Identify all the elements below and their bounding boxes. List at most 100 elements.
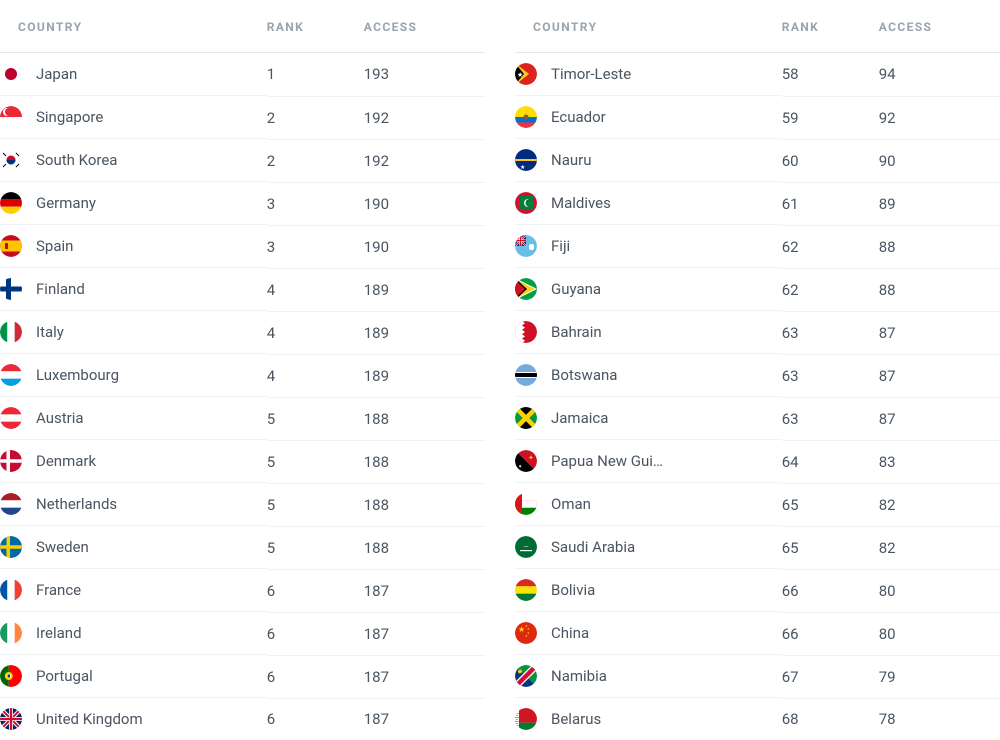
country-name: Namibia [551, 667, 607, 685]
table-row[interactable]: ★Timor-Leste5894 [515, 53, 1000, 97]
sweden-flag-icon [0, 536, 22, 558]
cell-access: 189 [364, 268, 485, 311]
cell-country: Singapore [0, 96, 267, 139]
cell-country: United Kingdom [0, 698, 267, 740]
country-name: Spain [36, 237, 73, 255]
table-row[interactable]: Denmark5188 [0, 440, 485, 483]
cell-country: Guyana [515, 268, 782, 311]
table-row[interactable]: Fiji6288 [515, 225, 1000, 268]
spain-flag-icon [0, 235, 22, 257]
country-ranking-table-right: COUNTRY RANK ACCESS ★Timor-Leste5894Ecua… [515, 0, 1000, 740]
table-row[interactable]: United Kingdom6187 [0, 698, 485, 740]
col-header-country[interactable]: COUNTRY [0, 0, 267, 53]
table-row[interactable]: Jamaica6387 [515, 397, 1000, 440]
cell-rank: 6 [267, 569, 364, 612]
table-row[interactable]: Luxembourg4189 [0, 354, 485, 397]
table-row[interactable]: Austria5188 [0, 397, 485, 440]
cell-access: 82 [879, 483, 1000, 526]
table-row[interactable]: Germany3190 [0, 182, 485, 225]
cell-access: 187 [364, 655, 485, 698]
cell-rank: 60 [782, 139, 879, 182]
cell-rank: 6 [267, 612, 364, 655]
table-row[interactable]: Finland 4189 [0, 268, 485, 311]
table-row[interactable]: Sweden5188 [0, 526, 485, 569]
cell-rank: 4 [267, 354, 364, 397]
singapore-flag-icon [0, 106, 22, 128]
ecuador-flag-icon [515, 106, 537, 128]
cell-rank: 4 [267, 268, 364, 311]
col-header-rank[interactable]: RANK [782, 0, 879, 53]
table-row[interactable]: Italy4189 [0, 311, 485, 354]
cell-rank: 5 [267, 440, 364, 483]
namibia-flag-icon: ✸ [515, 665, 537, 687]
cell-rank: 2 [267, 96, 364, 139]
cell-country: Luxembourg [0, 354, 267, 397]
cell-access: 188 [364, 526, 485, 569]
country-name: Jamaica [551, 409, 608, 427]
cell-country: Sweden [0, 526, 267, 569]
table-row[interactable]: Ireland6187 [0, 612, 485, 655]
country-name: South Korea [36, 151, 117, 169]
jamaica-flag-icon [515, 407, 537, 429]
table-row[interactable]: ✸Namibia6779 [515, 655, 1000, 698]
cell-access: 83 [879, 440, 1000, 483]
col-header-access[interactable]: ACCESS [364, 0, 485, 53]
cell-rank: 5 [267, 483, 364, 526]
table-row[interactable]: Spain3190 [0, 225, 485, 268]
table-header-row: COUNTRY RANK ACCESS [515, 0, 1000, 53]
table-row[interactable]: South Korea2192 [0, 139, 485, 182]
japan-flag-icon [0, 63, 22, 85]
country-name: Bolivia [551, 581, 595, 599]
cell-rank: 63 [782, 397, 879, 440]
cell-access: 87 [879, 311, 1000, 354]
table-row[interactable]: Netherlands5188 [0, 483, 485, 526]
country-name: Timor-Leste [551, 65, 631, 83]
table-row[interactable]: ★★★★★China6680 [515, 612, 1000, 655]
col-header-access[interactable]: ACCESS [879, 0, 1000, 53]
svg-text:★: ★ [517, 71, 523, 79]
germany-flag-icon [0, 192, 22, 214]
table-row[interactable]: Ecuador5992 [515, 96, 1000, 139]
country-name: France [36, 581, 81, 599]
table-row[interactable]: Guyana6288 [515, 268, 1000, 311]
table-row[interactable]: ـــSaudi Arabia6582 [515, 526, 1000, 569]
cell-country: Belarus [515, 698, 782, 740]
cell-country: Jamaica [515, 397, 782, 440]
cell-access: 90 [879, 139, 1000, 182]
country-name: Saudi Arabia [551, 538, 635, 556]
cell-country: Oman [515, 483, 782, 526]
country-name: Netherlands [36, 495, 117, 513]
table-row[interactable]: ★Nauru6090 [515, 139, 1000, 182]
cell-rank: 6 [267, 655, 364, 698]
table-row[interactable]: ✦✦Papua New Gui…6483 [515, 440, 1000, 483]
country-name: Austria [36, 409, 84, 427]
table-row[interactable]: Belarus6878 [515, 698, 1000, 740]
table-row[interactable]: Japan1193 [0, 53, 485, 97]
svg-text:★: ★ [525, 634, 528, 638]
cell-rank: 67 [782, 655, 879, 698]
country-name: Japan [36, 65, 77, 83]
table-row[interactable]: Oman6582 [515, 483, 1000, 526]
cell-country: Spain [0, 225, 267, 268]
cell-access: 78 [879, 698, 1000, 740]
cell-access: 94 [879, 53, 1000, 97]
cell-rank: 62 [782, 268, 879, 311]
country-name: Bahrain [551, 323, 602, 341]
cell-country: Netherlands [0, 483, 267, 526]
table-row[interactable]: Maldives6189 [515, 182, 1000, 225]
luxembourg-flag-icon [0, 364, 22, 386]
col-header-country[interactable]: COUNTRY [515, 0, 782, 53]
country-name: Belarus [551, 710, 601, 728]
table-row[interactable]: Bahrain6387 [515, 311, 1000, 354]
table-row[interactable]: Botswana6387 [515, 354, 1000, 397]
country-name: Finland [36, 280, 85, 298]
table-row[interactable]: Portugal6187 [0, 655, 485, 698]
country-name: Oman [551, 495, 591, 513]
table-row[interactable]: Bolivia6680 [515, 569, 1000, 612]
cell-rank: 64 [782, 440, 879, 483]
col-header-rank[interactable]: RANK [267, 0, 364, 53]
right-table-wrap: COUNTRY RANK ACCESS ★Timor-Leste5894Ecua… [515, 0, 1000, 740]
svg-text:✸: ✸ [517, 668, 523, 676]
table-row[interactable]: Singapore2192 [0, 96, 485, 139]
table-row[interactable]: France6187 [0, 569, 485, 612]
